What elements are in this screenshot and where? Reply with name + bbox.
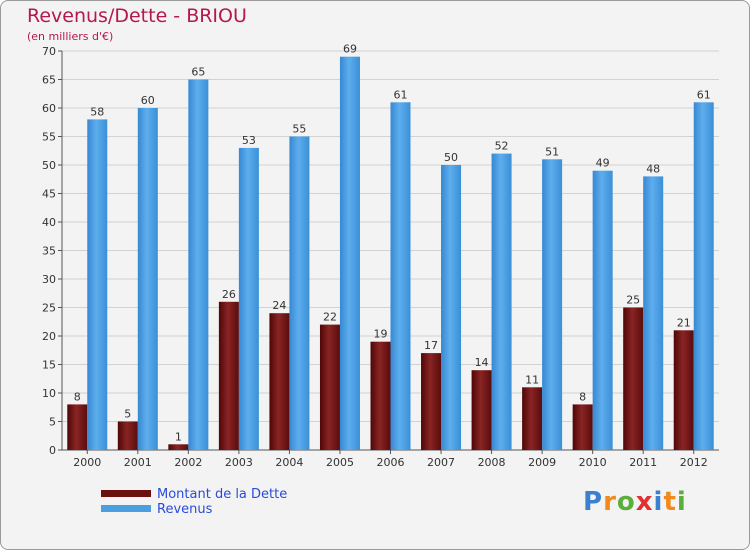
data-label-revenus-2011: 48 bbox=[646, 162, 660, 175]
data-label-debt-2012: 21 bbox=[677, 316, 691, 329]
y-tick-label: 30 bbox=[42, 273, 56, 286]
bar-revenus-2002 bbox=[188, 79, 209, 450]
y-tick-label: 50 bbox=[42, 159, 56, 172]
y-tick-label: 65 bbox=[42, 74, 56, 87]
x-tick-label: 2003 bbox=[225, 456, 253, 469]
bar-revenus-2012 bbox=[693, 102, 714, 451]
x-tick-label: 2004 bbox=[275, 456, 303, 469]
proxiti-logo: Proxiti bbox=[583, 487, 687, 517]
bar-debt-2002 bbox=[168, 444, 189, 450]
y-tick-label: 15 bbox=[42, 359, 56, 372]
logo-letter: o bbox=[616, 487, 636, 517]
legend-swatch-revenus bbox=[101, 505, 151, 512]
data-label-revenus-2007: 50 bbox=[444, 151, 458, 164]
bar-debt-2005 bbox=[319, 324, 340, 450]
logo-letter: i bbox=[676, 487, 687, 517]
data-label-debt-2008: 14 bbox=[475, 356, 489, 369]
x-tick-label: 2008 bbox=[478, 456, 506, 469]
y-tick-label: 60 bbox=[42, 102, 56, 115]
data-label-debt-2004: 24 bbox=[272, 299, 286, 312]
data-label-revenus-2009: 51 bbox=[545, 145, 559, 158]
bar-debt-2008 bbox=[471, 370, 492, 450]
y-tick-label: 20 bbox=[42, 330, 56, 343]
x-tick-label: 2012 bbox=[680, 456, 708, 469]
data-label-revenus-2004: 55 bbox=[292, 123, 306, 136]
logo-letter: t bbox=[663, 487, 677, 517]
legend-swatch-debt bbox=[101, 490, 151, 497]
data-label-debt-2000: 8 bbox=[74, 390, 81, 403]
chart-title: Revenus/Dette - BRIOU bbox=[27, 5, 247, 27]
x-tick-label: 2002 bbox=[174, 456, 202, 469]
data-label-debt-2006: 19 bbox=[374, 328, 388, 341]
bar-debt-2004 bbox=[269, 313, 290, 450]
y-tick-label: 70 bbox=[42, 45, 56, 58]
data-label-debt-2001: 5 bbox=[124, 408, 131, 421]
data-label-debt-2002: 1 bbox=[175, 430, 182, 443]
data-label-debt-2005: 22 bbox=[323, 311, 337, 324]
x-tick-label: 2005 bbox=[326, 456, 354, 469]
bar-revenus-2010 bbox=[592, 170, 613, 450]
logo-letter: i bbox=[653, 487, 664, 517]
bar-revenus-2003 bbox=[238, 147, 259, 450]
bar-revenus-2011 bbox=[643, 176, 664, 450]
legend-label-debt: Montant de la Dette bbox=[157, 487, 288, 502]
data-label-revenus-2012: 61 bbox=[697, 88, 711, 101]
x-tick-label: 2011 bbox=[629, 456, 657, 469]
y-tick-label: 0 bbox=[49, 444, 56, 457]
logo-letter: r bbox=[603, 487, 617, 517]
bar-debt-2003 bbox=[218, 301, 239, 450]
data-label-revenus-2008: 52 bbox=[495, 140, 509, 153]
bar-debt-2000 bbox=[67, 404, 88, 450]
logo-letter: x bbox=[635, 487, 654, 517]
bar-debt-2001 bbox=[117, 421, 138, 450]
data-label-revenus-2005: 69 bbox=[343, 43, 357, 56]
y-tick-label: 40 bbox=[42, 216, 56, 229]
bar-revenus-2004 bbox=[289, 136, 310, 450]
x-tick-label: 2000 bbox=[73, 456, 101, 469]
bar-revenus-2005 bbox=[339, 56, 360, 450]
bar-revenus-2007 bbox=[441, 165, 462, 450]
bar-revenus-2000 bbox=[87, 119, 108, 451]
bar-debt-2012 bbox=[673, 330, 694, 450]
data-label-revenus-2001: 60 bbox=[141, 94, 155, 107]
bar-revenus-2008 bbox=[491, 153, 512, 450]
chart-subtitle: (en milliers d'€) bbox=[27, 30, 114, 43]
data-label-revenus-2010: 49 bbox=[596, 157, 610, 170]
data-label-debt-2011: 25 bbox=[626, 294, 640, 307]
data-label-debt-2003: 26 bbox=[222, 288, 236, 301]
y-tick-label: 5 bbox=[49, 416, 56, 429]
y-tick-label: 25 bbox=[42, 302, 56, 315]
x-tick-label: 2010 bbox=[579, 456, 607, 469]
data-label-revenus-2000: 58 bbox=[90, 105, 104, 118]
bar-revenus-2001 bbox=[137, 108, 158, 450]
data-label-revenus-2003: 53 bbox=[242, 134, 256, 147]
x-tick-label: 2007 bbox=[427, 456, 455, 469]
y-tick-label: 35 bbox=[42, 245, 56, 258]
y-tick-label: 55 bbox=[42, 131, 56, 144]
data-label-revenus-2006: 61 bbox=[394, 88, 408, 101]
data-label-debt-2010: 8 bbox=[579, 390, 586, 403]
logo-letter: P bbox=[583, 487, 604, 517]
bar-debt-2010 bbox=[572, 404, 593, 450]
bar-debt-2011 bbox=[623, 307, 644, 450]
x-tick-label: 2009 bbox=[528, 456, 556, 469]
data-label-debt-2009: 11 bbox=[525, 373, 539, 386]
bar-debt-2009 bbox=[522, 387, 543, 450]
bar-revenus-2009 bbox=[542, 159, 563, 451]
x-tick-label: 2001 bbox=[124, 456, 152, 469]
data-label-revenus-2002: 65 bbox=[191, 66, 205, 79]
bar-revenus-2006 bbox=[390, 102, 411, 451]
legend-label-revenus: Revenus bbox=[157, 502, 213, 517]
x-tick-label: 2006 bbox=[377, 456, 405, 469]
bar-debt-2007 bbox=[421, 353, 442, 450]
y-tick-label: 45 bbox=[42, 188, 56, 201]
data-label-debt-2007: 17 bbox=[424, 339, 438, 352]
y-tick-label: 10 bbox=[42, 387, 56, 400]
bar-debt-2006 bbox=[370, 341, 391, 450]
